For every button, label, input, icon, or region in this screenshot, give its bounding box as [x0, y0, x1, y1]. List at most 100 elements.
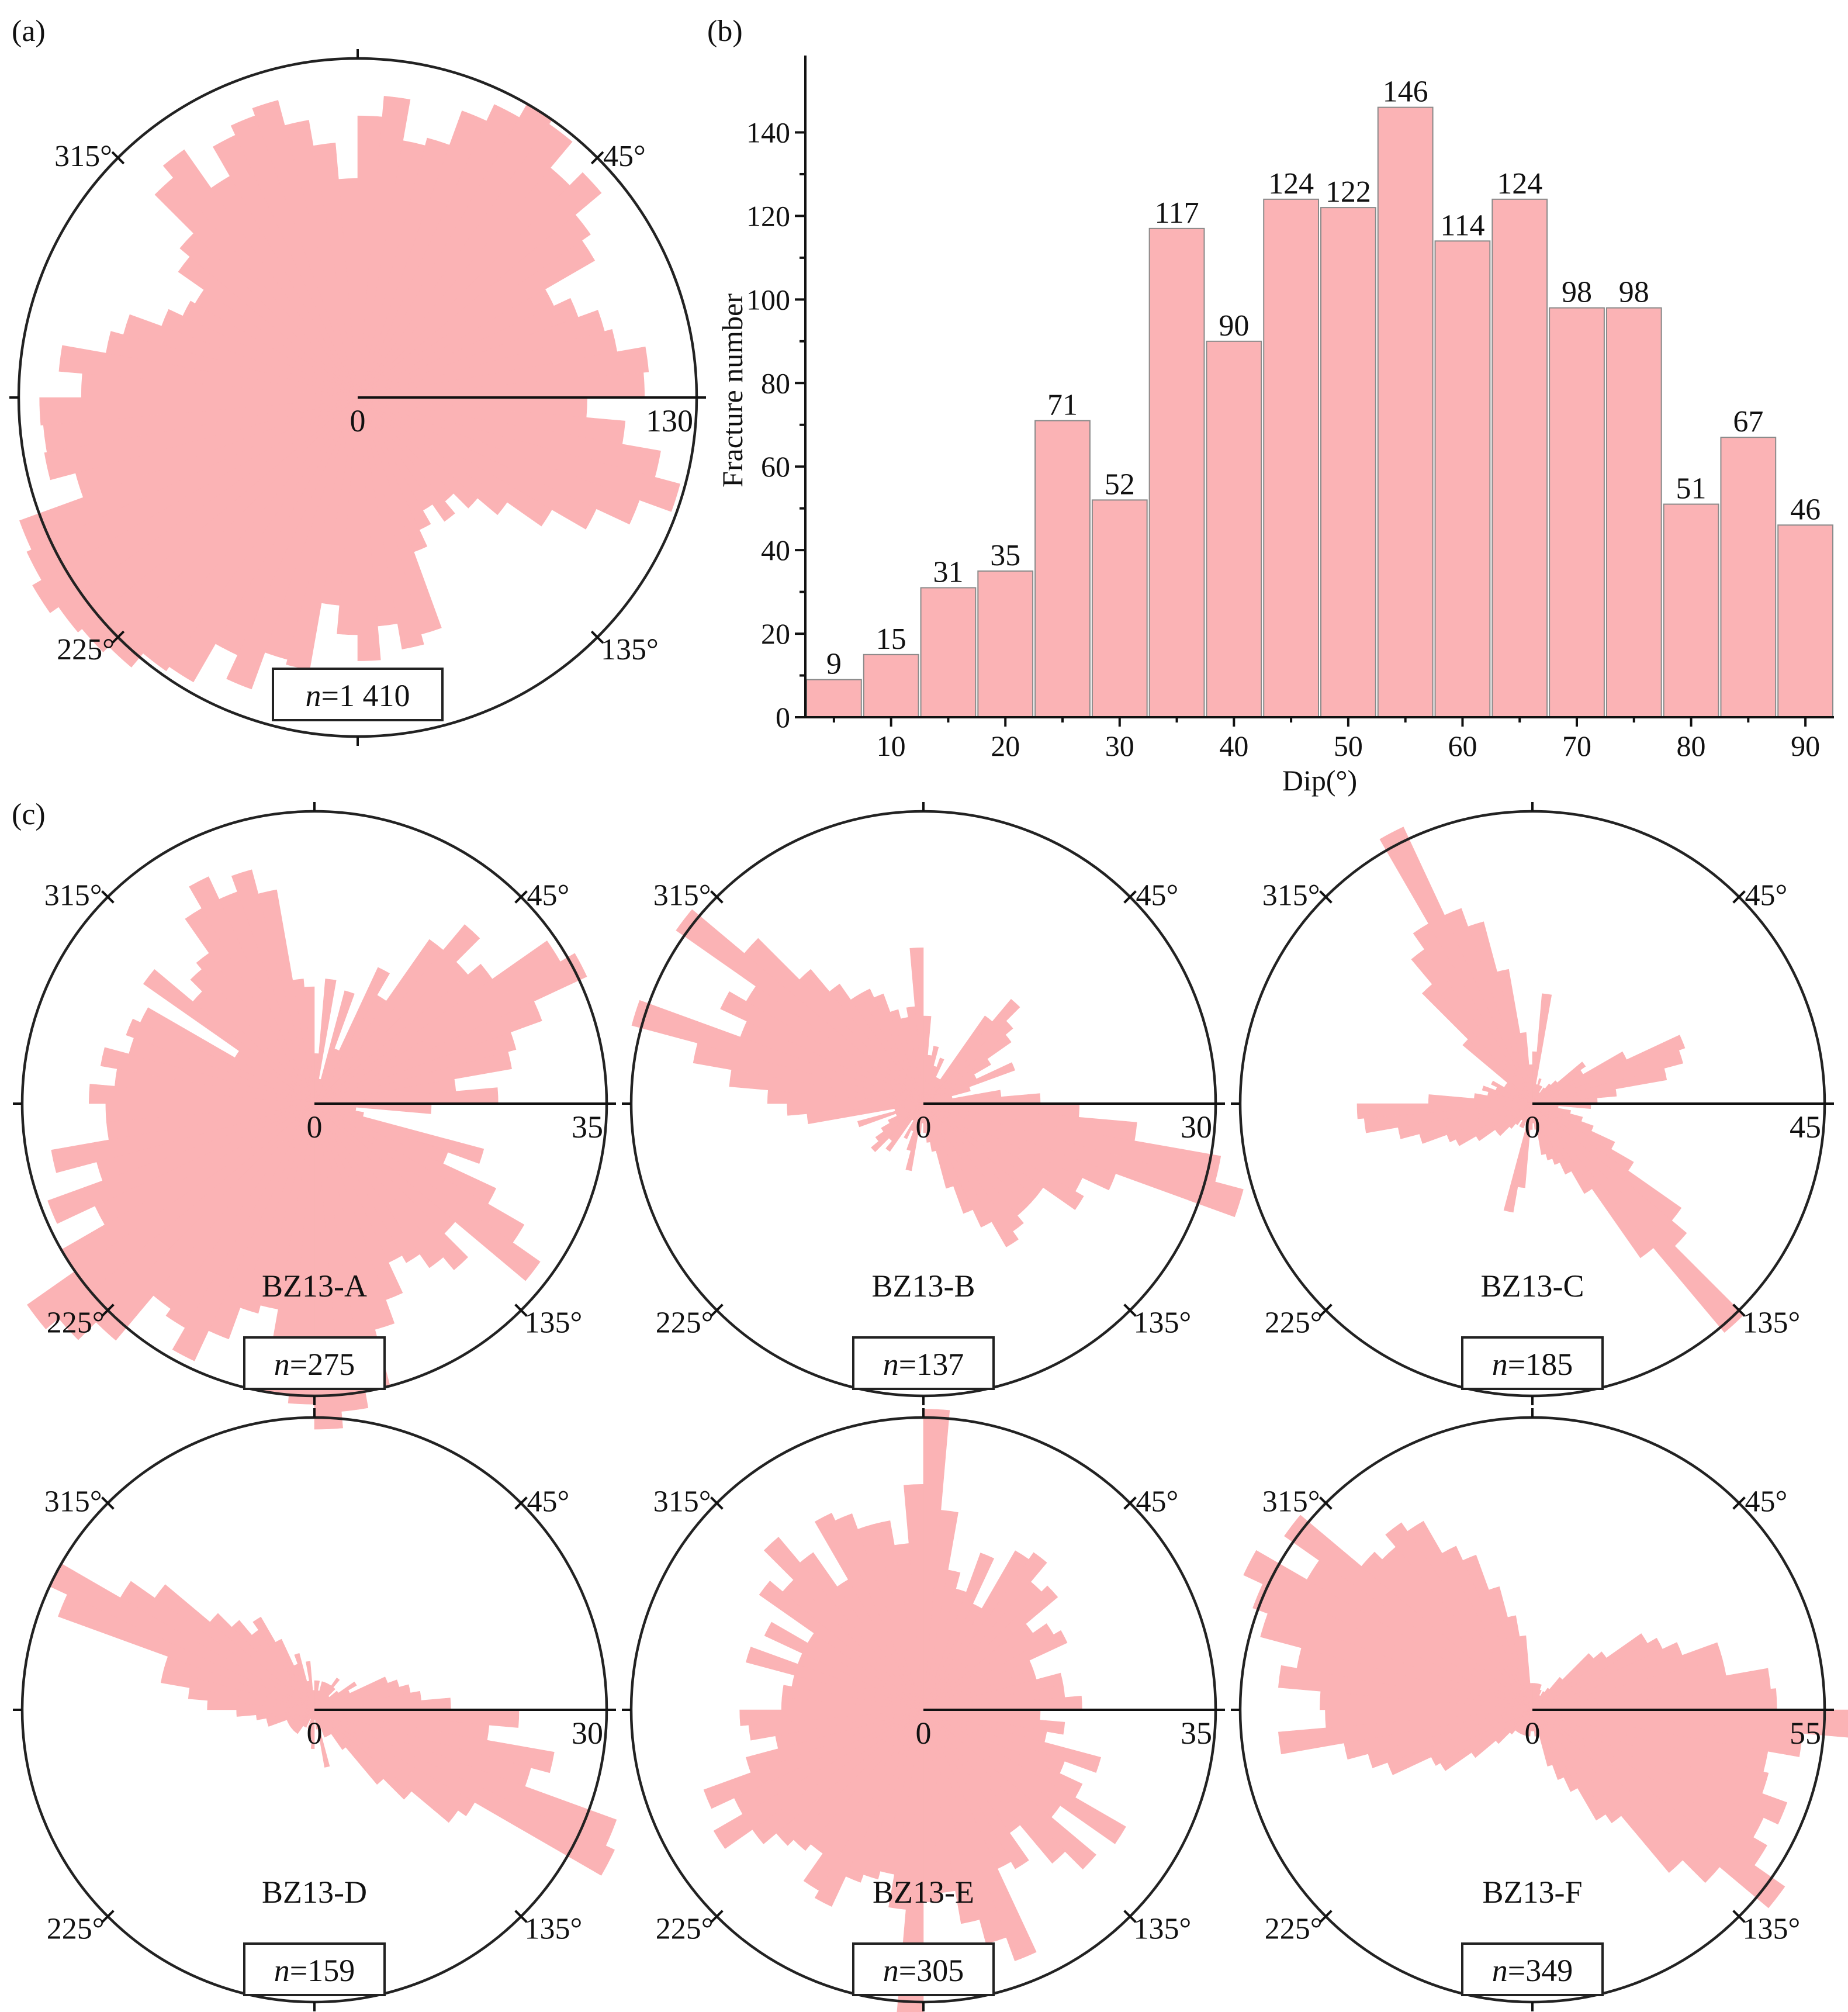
rose-BZ13-E: 315° 45° 225° 135° 0 35 BZ13-E n=305 — [622, 1408, 1225, 2012]
rose-petal — [44, 397, 358, 480]
rose-petal — [923, 1709, 980, 1924]
rose-petal — [923, 1630, 1068, 1710]
n-count-box — [852, 1336, 995, 1390]
rose-petal — [1532, 1088, 1617, 1104]
bar-value-label: 122 — [1326, 175, 1371, 209]
rose-petal — [1519, 1635, 1533, 1710]
rose-max-label: 130 — [646, 403, 693, 438]
deg-label-315: 315° — [54, 140, 112, 173]
histogram-bar — [1320, 207, 1376, 718]
rose-petal — [306, 1661, 315, 1710]
rose-petal — [1532, 1050, 1683, 1104]
rose-petal — [357, 346, 649, 398]
rose-petal — [314, 967, 390, 1104]
y-tick-label: 40 — [761, 534, 790, 566]
panel-label-c: (c) — [12, 798, 46, 831]
rose-petal — [803, 1709, 924, 1891]
rose-center-label: 0 — [350, 403, 366, 438]
rose-petal — [172, 1103, 315, 1361]
rose-petal — [923, 1021, 1013, 1104]
rose-petal — [631, 1000, 924, 1104]
rose-petal — [1532, 1103, 1687, 1247]
rose-petal — [875, 1103, 924, 1142]
rose-petal — [357, 240, 596, 398]
rose-petal — [314, 1709, 327, 1738]
n-symbol: n — [1492, 1953, 1508, 1988]
x-tick-label: 90 — [1791, 730, 1820, 762]
n-value: =1 410 — [321, 678, 410, 713]
rose-petal — [1407, 1520, 1533, 1710]
rose-petal — [154, 1584, 315, 1710]
y-tick-label: 100 — [746, 283, 790, 316]
deg-label-135: 135° — [1134, 1306, 1192, 1340]
rose-petal — [252, 1616, 315, 1710]
rose-petal — [885, 1103, 924, 1152]
rose-petal — [923, 1087, 971, 1104]
rose-petal — [314, 1103, 469, 1270]
histogram-bar — [1549, 307, 1605, 718]
bar-value-label: 51 — [1676, 472, 1707, 506]
bar-value-label: 15 — [876, 623, 906, 656]
rose-tick — [590, 151, 604, 165]
rose-petal — [275, 1638, 315, 1710]
histogram-bar — [1263, 198, 1319, 718]
rose-petal — [923, 1103, 954, 1189]
rose-tick — [1123, 1910, 1137, 1923]
rose-name-label: BZ13-C — [1480, 1268, 1584, 1304]
n-symbol: n — [1492, 1347, 1508, 1382]
rose-max-label: 45 — [1790, 1109, 1821, 1145]
x-tick-label: 30 — [1105, 730, 1134, 762]
rose-center-label: 0 — [307, 1716, 323, 1751]
n-count-label: n=305 — [883, 1953, 964, 1988]
rose-petal — [764, 1622, 924, 1710]
y-tick-label: 20 — [761, 617, 790, 650]
x-tick-label: 50 — [1334, 730, 1363, 762]
rose-petal — [676, 909, 924, 1104]
rose-petal — [314, 1709, 459, 1823]
rose-tick — [1732, 890, 1746, 904]
rose-tick — [1319, 890, 1333, 904]
rose-petal — [923, 1034, 1012, 1104]
rose-petal — [763, 1537, 924, 1710]
rose-petal — [314, 1001, 542, 1104]
rose-petal — [1278, 1709, 1533, 1755]
rose-petal — [923, 1062, 1015, 1104]
rose-max-label: 30 — [572, 1716, 603, 1751]
rose-petal — [1532, 1103, 1538, 1130]
rose-petal — [923, 1103, 992, 1228]
rose-petal — [1532, 993, 1552, 1104]
rose-petal — [126, 1018, 315, 1104]
rose-petal — [27, 1103, 315, 1330]
rose-petal — [357, 214, 591, 398]
deg-label-135: 135° — [525, 1306, 583, 1340]
rose-petal — [923, 1103, 930, 1143]
rose-petal — [1462, 1554, 1533, 1710]
rose-tick — [111, 630, 125, 644]
rose-petal — [923, 1103, 1084, 1211]
y-tick-label: 0 — [776, 701, 790, 734]
x-tick-label: 80 — [1677, 730, 1706, 762]
histogram-bar — [1491, 198, 1548, 718]
rose-petal — [304, 986, 315, 1104]
deg-label-45: 45° — [1745, 879, 1788, 912]
histogram-bar — [1377, 106, 1434, 718]
n-count-box — [852, 1942, 995, 1996]
rose-petal — [873, 1520, 924, 1710]
rose-tick — [1319, 1496, 1333, 1510]
rose-petal — [32, 397, 358, 613]
rose-petal — [923, 1585, 1058, 1710]
n-symbol: n — [274, 1953, 290, 1988]
rose-petal — [123, 314, 358, 398]
rose-petal — [1532, 1709, 1720, 1883]
rose-petal — [923, 1709, 1096, 1870]
n-symbol: n — [883, 1347, 899, 1382]
rose-petal — [357, 397, 552, 527]
histogram-bar — [1148, 227, 1205, 718]
x-axis-title: Dip(°) — [1282, 764, 1357, 797]
rose-tick — [1123, 1304, 1137, 1317]
rose-name-label: BZ13-D — [262, 1875, 367, 1910]
rose-petal — [120, 1581, 315, 1710]
deg-label-135: 135° — [1743, 1913, 1801, 1946]
rose-tick — [101, 1496, 115, 1510]
